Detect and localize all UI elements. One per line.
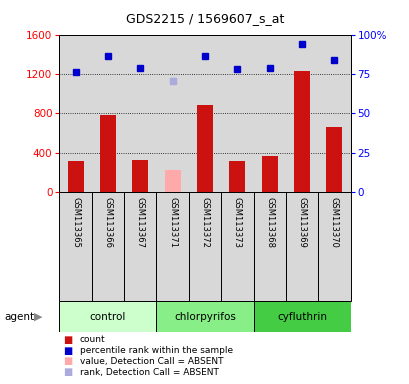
Bar xyxy=(293,71,309,192)
Text: ■: ■ xyxy=(63,356,73,366)
Bar xyxy=(100,115,116,192)
Bar xyxy=(196,106,213,192)
Text: GSM113371: GSM113371 xyxy=(168,197,177,248)
Text: GSM113372: GSM113372 xyxy=(200,197,209,248)
Text: GSM113368: GSM113368 xyxy=(265,197,274,248)
Bar xyxy=(253,301,350,332)
Bar xyxy=(317,192,350,301)
Bar xyxy=(317,35,350,192)
Bar xyxy=(124,192,156,301)
Text: percentile rank within the sample: percentile rank within the sample xyxy=(80,346,232,355)
Text: agent: agent xyxy=(4,312,34,322)
Text: value, Detection Call = ABSENT: value, Detection Call = ABSENT xyxy=(80,357,223,366)
Text: rank, Detection Call = ABSENT: rank, Detection Call = ABSENT xyxy=(80,367,218,377)
Bar xyxy=(124,35,156,192)
Text: GSM113365: GSM113365 xyxy=(71,197,80,248)
Bar xyxy=(59,35,92,192)
Text: GSM113369: GSM113369 xyxy=(297,197,306,248)
Bar xyxy=(326,127,342,192)
Text: GDS2215 / 1569607_s_at: GDS2215 / 1569607_s_at xyxy=(126,12,283,25)
Bar xyxy=(156,35,189,192)
Bar xyxy=(92,35,124,192)
Bar xyxy=(132,159,148,192)
Text: GSM113367: GSM113367 xyxy=(135,197,144,248)
Bar xyxy=(67,162,83,192)
Text: GSM113370: GSM113370 xyxy=(329,197,338,248)
Bar xyxy=(92,192,124,301)
Bar xyxy=(253,192,285,301)
Text: ■: ■ xyxy=(63,335,73,345)
Text: chlorpyrifos: chlorpyrifos xyxy=(174,312,235,322)
Bar xyxy=(229,162,245,192)
Text: GSM113366: GSM113366 xyxy=(103,197,112,248)
Bar xyxy=(189,35,220,192)
Bar xyxy=(59,301,156,332)
Bar xyxy=(285,192,317,301)
Bar xyxy=(220,192,253,301)
Bar xyxy=(285,35,317,192)
Bar xyxy=(164,170,180,192)
Bar xyxy=(261,156,277,192)
Text: ▶: ▶ xyxy=(34,312,42,322)
Text: control: control xyxy=(90,312,126,322)
Bar xyxy=(156,192,189,301)
Bar xyxy=(156,301,253,332)
Bar xyxy=(59,192,92,301)
Text: ■: ■ xyxy=(63,367,73,377)
Bar xyxy=(220,35,253,192)
Text: count: count xyxy=(80,335,106,344)
Bar xyxy=(59,35,350,192)
Text: GSM113373: GSM113373 xyxy=(232,197,241,248)
Text: ■: ■ xyxy=(63,346,73,356)
Bar xyxy=(253,35,285,192)
Bar xyxy=(189,192,220,301)
Text: cyfluthrin: cyfluthrin xyxy=(276,312,326,322)
